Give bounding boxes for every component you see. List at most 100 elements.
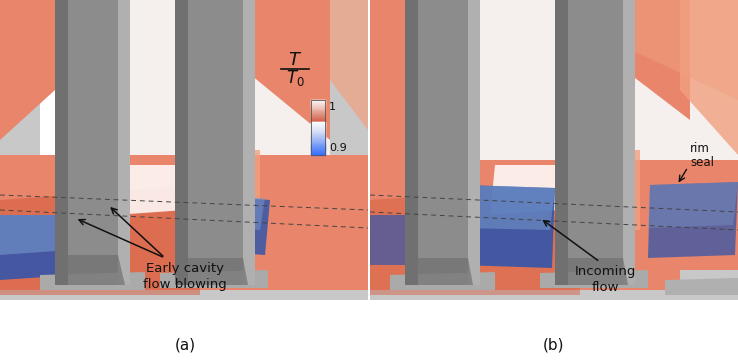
Bar: [311, 112, 325, 114]
Polygon shape: [460, 185, 555, 268]
Bar: [311, 132, 325, 134]
Bar: [311, 136, 325, 138]
Polygon shape: [200, 195, 265, 230]
Text: (b): (b): [543, 338, 565, 352]
Polygon shape: [555, 0, 568, 285]
Bar: [311, 126, 325, 127]
Polygon shape: [680, 270, 738, 300]
Bar: [311, 108, 325, 109]
Bar: [311, 111, 325, 113]
Polygon shape: [413, 258, 473, 285]
Polygon shape: [370, 0, 405, 160]
Polygon shape: [55, 0, 68, 285]
Bar: [311, 123, 325, 125]
Bar: [311, 139, 325, 140]
Bar: [311, 147, 325, 148]
Polygon shape: [0, 0, 40, 300]
Polygon shape: [370, 285, 738, 300]
Polygon shape: [465, 185, 555, 230]
Bar: [311, 138, 325, 139]
Text: seal: seal: [690, 156, 714, 170]
Polygon shape: [623, 0, 635, 285]
Text: Incoming: Incoming: [574, 265, 635, 278]
Bar: [311, 134, 325, 135]
Polygon shape: [605, 0, 690, 120]
Bar: [311, 151, 325, 152]
Polygon shape: [648, 182, 738, 228]
Polygon shape: [40, 272, 145, 290]
Polygon shape: [563, 258, 628, 285]
Bar: [311, 146, 325, 148]
Polygon shape: [60, 255, 125, 285]
Bar: [311, 101, 325, 102]
Polygon shape: [175, 0, 255, 285]
Bar: [311, 131, 325, 132]
Polygon shape: [0, 155, 368, 290]
Bar: [311, 104, 325, 106]
Polygon shape: [390, 272, 495, 290]
Text: 0.9: 0.9: [329, 143, 347, 153]
Polygon shape: [370, 160, 738, 290]
Polygon shape: [0, 215, 75, 280]
Bar: [311, 134, 325, 136]
Polygon shape: [665, 278, 738, 295]
Polygon shape: [468, 0, 480, 285]
Polygon shape: [405, 0, 738, 160]
Text: $T_0$: $T_0$: [286, 68, 304, 88]
Bar: [311, 130, 325, 131]
Bar: [311, 121, 325, 122]
Bar: [311, 142, 325, 143]
Bar: [311, 135, 325, 136]
Bar: [311, 120, 325, 121]
Bar: [311, 143, 325, 145]
Bar: [311, 117, 325, 118]
Bar: [311, 101, 325, 103]
Bar: [311, 125, 325, 127]
Bar: [311, 153, 325, 154]
Polygon shape: [195, 195, 270, 255]
Text: Early cavity: Early cavity: [146, 262, 224, 275]
Bar: [311, 152, 325, 153]
Bar: [311, 140, 325, 141]
Polygon shape: [370, 215, 412, 265]
Bar: [311, 129, 325, 130]
Bar: [311, 131, 325, 133]
Bar: [311, 124, 325, 126]
Polygon shape: [405, 0, 480, 285]
Polygon shape: [55, 150, 130, 230]
Bar: [311, 114, 325, 115]
Polygon shape: [55, 0, 330, 155]
Polygon shape: [55, 0, 130, 285]
Polygon shape: [370, 0, 405, 300]
Polygon shape: [555, 0, 635, 285]
Bar: [311, 113, 325, 115]
Bar: [311, 128, 325, 129]
Bar: [311, 149, 325, 150]
Bar: [311, 127, 325, 129]
Polygon shape: [245, 0, 330, 140]
Polygon shape: [243, 0, 255, 285]
Bar: [311, 145, 325, 147]
Polygon shape: [405, 0, 418, 285]
Text: (a): (a): [174, 338, 196, 352]
Polygon shape: [610, 0, 738, 100]
Bar: [311, 148, 325, 150]
Bar: [311, 122, 325, 123]
Polygon shape: [330, 0, 368, 210]
Polygon shape: [330, 0, 368, 130]
Polygon shape: [370, 185, 580, 295]
Polygon shape: [0, 0, 55, 140]
Bar: [311, 102, 325, 104]
Polygon shape: [0, 185, 200, 295]
Polygon shape: [175, 0, 188, 285]
Bar: [311, 118, 325, 119]
Polygon shape: [540, 270, 648, 288]
Bar: [311, 106, 325, 107]
Polygon shape: [680, 0, 738, 155]
Text: flow blowing: flow blowing: [143, 278, 227, 291]
Polygon shape: [555, 150, 640, 230]
Bar: [311, 103, 325, 105]
Bar: [311, 99, 325, 101]
Bar: [311, 122, 325, 124]
Polygon shape: [490, 165, 560, 215]
